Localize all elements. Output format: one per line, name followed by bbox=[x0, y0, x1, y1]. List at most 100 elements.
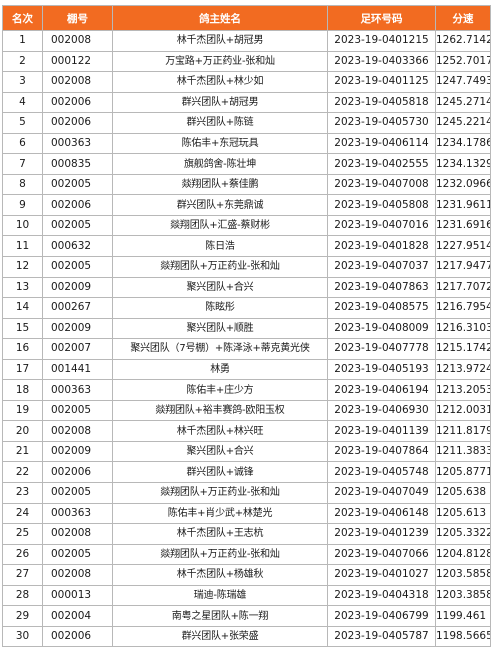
cell-speed: 1204.8128 bbox=[435, 543, 491, 566]
cell-rank: 22 bbox=[2, 461, 43, 484]
cell-rank: 24 bbox=[2, 502, 43, 525]
cell-loft-number: 000122 bbox=[42, 50, 113, 73]
cell-owner-name: 林千杰团队+王志杭 bbox=[112, 523, 328, 545]
cell-rank: 10 bbox=[2, 214, 43, 237]
cell-speed: 1205.3322 bbox=[435, 523, 491, 545]
cell-owner-name: 陈佑丰+肖少武+林楚光 bbox=[112, 502, 328, 525]
cell-ring-number: 2023-19-0406148 bbox=[327, 502, 436, 525]
cell-ring-number: 2023-19-0407864 bbox=[327, 440, 436, 463]
table-row: 12 002005 燚翔团队+万正药业-张和灿 2023-19-0407037 1217… bbox=[2, 256, 491, 278]
table-row: 7 000835 旗舰鸽舍-陈壮坤 2023-19-0402555 1234.1329 bbox=[2, 153, 491, 175]
cell-owner-name: 群兴团队+胡冠男 bbox=[112, 91, 328, 114]
cell-loft-number: 002006 bbox=[42, 194, 113, 216]
table-row: 13 002009 聚兴团队+合兴 2023-19-0407863 1217.7072 bbox=[2, 276, 491, 299]
cell-speed: 1227.9514 bbox=[435, 235, 491, 258]
header-rank: 名次 bbox=[2, 5, 43, 31]
cell-ring-number: 2023-19-0407863 bbox=[327, 276, 436, 299]
cell-loft-number: 002005 bbox=[42, 256, 113, 278]
cell-speed: 1205.8771 bbox=[435, 461, 491, 484]
cell-speed: 1234.1329 bbox=[435, 153, 491, 175]
cell-rank: 26 bbox=[2, 543, 43, 566]
table-row: 25 002008 林千杰团队+王志杭 2023-19-0401239 1205.332… bbox=[2, 523, 491, 545]
table-row: 22 002006 群兴团队+诚锋 2023-19-0405748 1205.8771 bbox=[2, 461, 491, 484]
cell-ring-number: 2023-19-0405787 bbox=[327, 625, 436, 647]
cell-owner-name: 旗舰鸽舍-陈壮坤 bbox=[112, 153, 328, 175]
table-row: 17 001441 林勇 2023-19-0405193 1213.9724 bbox=[2, 358, 491, 381]
cell-rank: 16 bbox=[2, 338, 43, 360]
cell-loft-number: 000363 bbox=[42, 132, 113, 155]
cell-loft-number: 002008 bbox=[42, 30, 113, 52]
cell-speed: 1213.9724 bbox=[435, 358, 491, 381]
cell-loft-number: 000363 bbox=[42, 502, 113, 525]
table-row: 3 002008 林千杰团队+林少如 2023-19-0401125 1247.7493 bbox=[2, 71, 491, 93]
cell-owner-name: 瑞迪-陈瑞雄 bbox=[112, 584, 328, 607]
table-row: 2 000122 万宝路+万正药业-张和灿 2023-19-0403366 1252.7… bbox=[2, 50, 491, 73]
cell-owner-name: 林千杰团队+杨雄秋 bbox=[112, 564, 328, 586]
table-header: 名次 棚号 鸽主姓名 足环号码 分速 bbox=[2, 5, 491, 31]
cell-rank: 30 bbox=[2, 625, 43, 647]
cell-ring-number: 2023-19-0401239 bbox=[327, 523, 436, 545]
cell-speed: 1217.7072 bbox=[435, 276, 491, 299]
cell-rank: 27 bbox=[2, 564, 43, 586]
cell-speed: 1245.2714 bbox=[435, 91, 491, 114]
table-row: 28 000013 瑞迪-陈瑞雄 2023-19-0404318 1203.3858 bbox=[2, 584, 491, 607]
cell-rank: 20 bbox=[2, 420, 43, 442]
cell-rank: 4 bbox=[2, 91, 43, 114]
cell-owner-name: 燚翔团队+裕丰赛鸽-欧阳玉权 bbox=[112, 399, 328, 422]
cell-loft-number: 002006 bbox=[42, 461, 113, 484]
results-table-container: 名次 棚号 鸽主姓名 足环号码 分速 1 002008 林千杰团队+胡冠男 2023-… bbox=[2, 5, 491, 647]
cell-rank: 14 bbox=[2, 297, 43, 319]
cell-loft-number: 002008 bbox=[42, 420, 113, 442]
cell-loft-number: 002006 bbox=[42, 625, 113, 647]
cell-ring-number: 2023-19-0401215 bbox=[327, 30, 436, 52]
cell-owner-name: 群兴团队+东莞鼎诚 bbox=[112, 194, 328, 216]
cell-loft-number: 002005 bbox=[42, 399, 113, 422]
cell-ring-number: 2023-19-0403366 bbox=[327, 50, 436, 73]
cell-speed: 1262.7142 bbox=[435, 30, 491, 52]
cell-loft-number: 002009 bbox=[42, 276, 113, 299]
cell-owner-name: 聚兴团队+合兴 bbox=[112, 440, 328, 463]
cell-rank: 11 bbox=[2, 235, 43, 258]
cell-owner-name: 聚兴团队（7号棚）+陈泽泳+蒂克黄光侠 bbox=[112, 338, 328, 360]
cell-speed: 1232.0966 bbox=[435, 173, 491, 196]
cell-speed: 1199.461 bbox=[435, 605, 491, 627]
header-owner-name: 鸽主姓名 bbox=[112, 5, 328, 31]
header-loft: 棚号 bbox=[42, 5, 113, 31]
cell-speed: 1215.1742 bbox=[435, 338, 491, 360]
cell-ring-number: 2023-19-0407778 bbox=[327, 338, 436, 360]
cell-owner-name: 燚翔团队+万正药业-张和灿 bbox=[112, 482, 328, 504]
cell-rank: 9 bbox=[2, 194, 43, 216]
cell-speed: 1211.8179 bbox=[435, 420, 491, 442]
cell-speed: 1247.7493 bbox=[435, 71, 491, 93]
cell-owner-name: 林勇 bbox=[112, 358, 328, 381]
cell-owner-name: 聚兴团队+顺胜 bbox=[112, 317, 328, 340]
cell-rank: 17 bbox=[2, 358, 43, 381]
cell-rank: 25 bbox=[2, 523, 43, 545]
cell-rank: 1 bbox=[2, 30, 43, 52]
cell-loft-number: 002005 bbox=[42, 482, 113, 504]
table-row: 14 000267 陈眩彤 2023-19-0408575 1216.7954 bbox=[2, 297, 491, 319]
cell-speed: 1231.6916 bbox=[435, 214, 491, 237]
cell-rank: 8 bbox=[2, 173, 43, 196]
cell-loft-number: 002008 bbox=[42, 523, 113, 545]
cell-owner-name: 陈眩彤 bbox=[112, 297, 328, 319]
cell-owner-name: 南粤之星团队+陈一翔 bbox=[112, 605, 328, 627]
cell-speed: 1205.638 bbox=[435, 482, 491, 504]
cell-ring-number: 2023-19-0407049 bbox=[327, 482, 436, 504]
cell-speed: 1212.0031 bbox=[435, 399, 491, 422]
cell-ring-number: 2023-19-0404318 bbox=[327, 584, 436, 607]
table-row: 23 002005 燚翔团队+万正药业-张和灿 2023-19-0407049 1205… bbox=[2, 482, 491, 504]
cell-ring-number: 2023-19-0406194 bbox=[327, 379, 436, 401]
cell-speed: 1198.5665 bbox=[435, 625, 491, 647]
cell-rank: 15 bbox=[2, 317, 43, 340]
cell-speed: 1205.613 bbox=[435, 502, 491, 525]
cell-ring-number: 2023-19-0405818 bbox=[327, 91, 436, 114]
cell-loft-number: 000267 bbox=[42, 297, 113, 319]
cell-owner-name: 燚翔团队+汇盛-蔡财彬 bbox=[112, 214, 328, 237]
cell-ring-number: 2023-19-0408009 bbox=[327, 317, 436, 340]
cell-ring-number: 2023-19-0405730 bbox=[327, 112, 436, 134]
cell-speed: 1213.2053 bbox=[435, 379, 491, 401]
cell-ring-number: 2023-19-0401139 bbox=[327, 420, 436, 442]
table-body: 1 002008 林千杰团队+胡冠男 2023-19-0401215 1262.7142… bbox=[2, 30, 491, 647]
cell-loft-number: 002006 bbox=[42, 91, 113, 114]
